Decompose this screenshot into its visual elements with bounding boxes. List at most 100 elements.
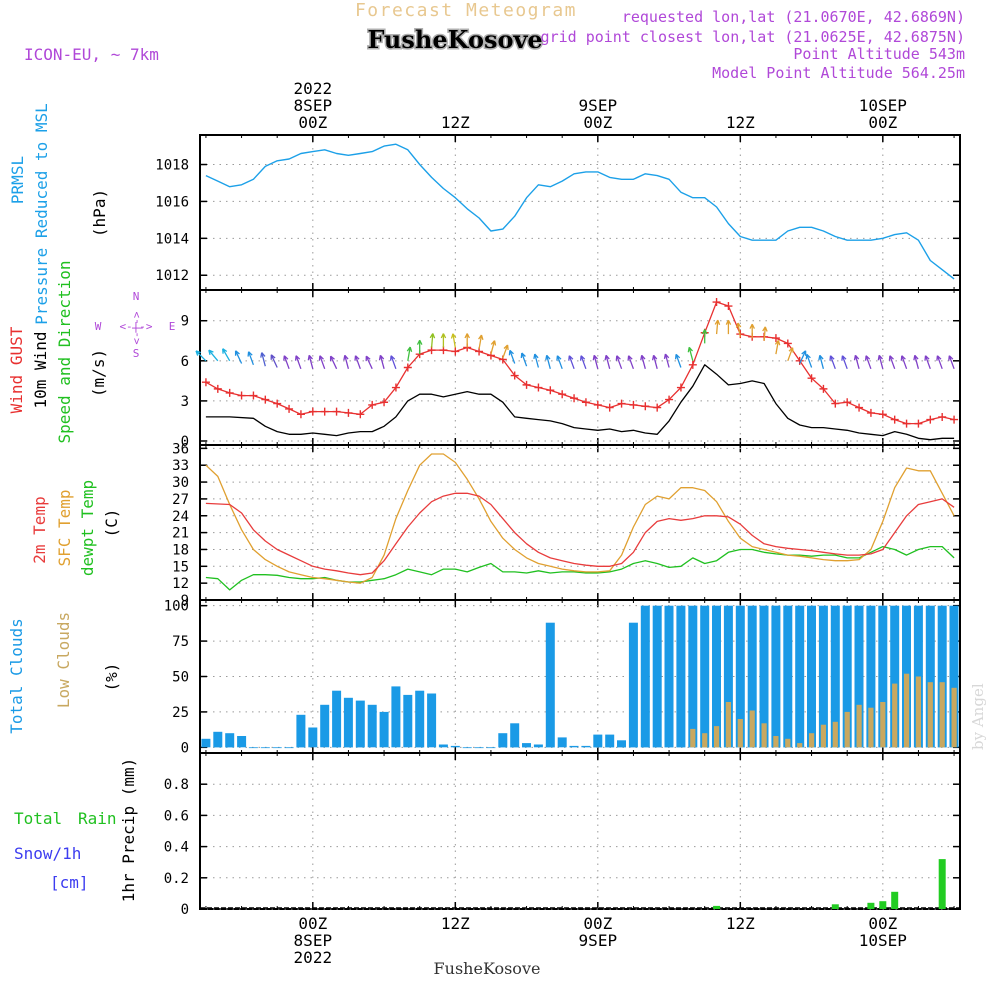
wind-direction-arrow (464, 333, 470, 348)
wind-direction-arrow (864, 355, 872, 370)
gust-marker (380, 398, 389, 407)
low-cloud-bar (832, 721, 838, 748)
total-cloud-bar (676, 605, 686, 748)
precip-snow-unit-label: [cm] (50, 873, 89, 892)
total-cloud-bar (842, 605, 852, 748)
gust-marker (819, 384, 828, 393)
total-cloud-bar (213, 731, 223, 748)
wind-direction-arrow (429, 333, 436, 348)
total-cloud-bar (545, 622, 555, 748)
cloud-tick-label: 0 (181, 740, 189, 756)
low-cloud-bar (690, 728, 696, 748)
low-cloud-bar (844, 711, 850, 748)
point-altitude: Point Altitude 543m (793, 45, 965, 63)
total-cloud-bar (320, 704, 330, 748)
wind-direction-arrow (604, 354, 611, 369)
precip-total-label: Total (14, 809, 62, 828)
gust-marker (273, 399, 282, 408)
labels-layer: 1012101410161018036991215182124273033360… (7, 79, 907, 967)
top-time-label: 2022 (294, 79, 333, 98)
total-cloud-bar (474, 747, 484, 749)
rain-bar (938, 859, 946, 909)
low-cloud-bar (749, 710, 755, 748)
wind-gust-line (205, 301, 955, 425)
wind-direction-arrow (416, 339, 423, 355)
low-cloud-bar (892, 683, 898, 748)
total-cloud-bar (747, 605, 757, 748)
total-cloud-bar (510, 723, 520, 748)
low-cloud-bar (761, 723, 767, 748)
low-cloud-bar (797, 743, 803, 748)
gust-marker (629, 400, 638, 409)
wind-direction-arrow (900, 355, 908, 370)
gust-marker (866, 408, 875, 417)
wind-direction-arrow (714, 319, 721, 335)
gust-marker (843, 398, 852, 407)
low-cloud-bar (951, 687, 957, 748)
gust-marker (641, 402, 650, 411)
gust-marker (712, 298, 721, 307)
wind-direction-arrow (545, 354, 551, 369)
wind-direction-arrow (365, 355, 373, 370)
wind-panel-frame (199, 289, 961, 446)
gust-marker (914, 419, 923, 428)
wind-direction-arrow (787, 347, 794, 362)
gust-marker (451, 347, 460, 356)
gust-marker (855, 403, 864, 412)
precip-tick-label: 0.8 (164, 777, 189, 793)
gust-marker (356, 410, 365, 419)
wind-direction-arrow (568, 355, 575, 370)
gust-marker (510, 371, 519, 380)
total-cloud-bar (391, 686, 401, 748)
wind-direction-arrow (508, 349, 516, 364)
wind-direction-arrow (829, 355, 836, 370)
gust-marker (296, 410, 305, 419)
temp-tick-label: 21 (172, 526, 189, 542)
rain-bar (713, 905, 721, 909)
low-cloud-bar (773, 736, 779, 748)
gust-marker (403, 363, 412, 372)
low-cloud-bar (714, 726, 720, 748)
total-cloud-bar (949, 605, 959, 748)
compass-s: S (133, 347, 140, 360)
temp-unit-label: (C) (102, 509, 121, 538)
rain-bar (867, 902, 875, 909)
temp-tick-label: 15 (172, 559, 189, 575)
wind-direction-arrow (222, 348, 231, 362)
wind-direction-arrow (450, 333, 457, 348)
wind-direction-arrow (841, 355, 848, 370)
top-time-label: 12Z (726, 113, 755, 132)
wind-direction-arrow (260, 352, 266, 367)
total-cloud-bar (712, 605, 721, 748)
dewpt-temp-label: dewpt Temp (78, 480, 97, 576)
bottom-time-label: 10SEP (859, 931, 907, 950)
temp-tick-label: 12 (172, 576, 189, 592)
gust-marker (938, 412, 947, 421)
low-cloud-bar (785, 738, 791, 748)
temp-tick-label: 30 (172, 475, 189, 491)
total-cloud-bar (450, 745, 460, 748)
wind-direction-arrow (774, 340, 781, 355)
wind-direction-arrow (799, 350, 807, 364)
wind-direction-arrow (490, 340, 497, 355)
low-cloud-bar (963, 695, 968, 747)
gust-marker (225, 388, 234, 397)
credit-watermark: by Angel (969, 683, 987, 750)
cloud-tick-label: 50 (172, 670, 189, 686)
wind-direction-arrow (701, 329, 708, 344)
total-cloud-bar (700, 605, 710, 748)
wind-direction-arrow (502, 344, 509, 359)
low-cloud-bar (856, 704, 862, 748)
gust-marker (831, 399, 840, 408)
total-cloud-bar (581, 745, 591, 748)
temp-tick-label: 27 (172, 492, 189, 508)
wind-direction-arrow (663, 353, 670, 368)
top-time-label: 00Z (583, 113, 612, 132)
top-time-label: 00Z (298, 113, 327, 132)
wind-direction-arrow (674, 353, 682, 368)
gust-marker (308, 407, 317, 416)
wind-direction-arrow (687, 346, 694, 361)
gust-marker (261, 395, 270, 404)
pressure-unit-label: (hPa) (90, 189, 109, 237)
total-cloud-bar (462, 747, 472, 749)
